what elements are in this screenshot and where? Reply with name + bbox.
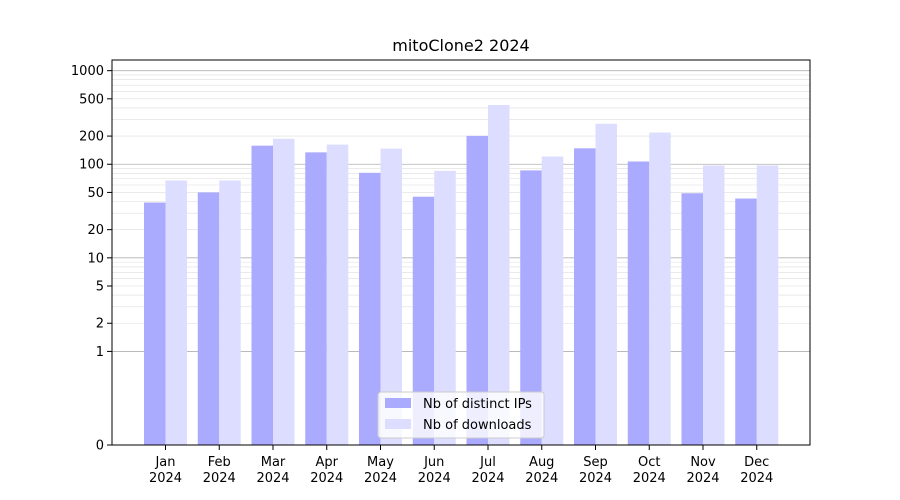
x-tick-label-month: Jul bbox=[479, 455, 496, 470]
x-tick-label-month: May bbox=[367, 455, 394, 470]
y-tick-label: 100 bbox=[79, 158, 104, 173]
x-tick-label-year: 2024 bbox=[686, 471, 719, 486]
x-tick-label-month: Nov bbox=[690, 455, 716, 470]
x-tick-label-month: Mar bbox=[261, 455, 286, 470]
y-tick-label: 1000 bbox=[71, 64, 104, 79]
x-tick-label-month: Apr bbox=[316, 455, 339, 470]
bar-distinct-ips bbox=[627, 161, 650, 445]
x-tick-label-year: 2024 bbox=[149, 471, 182, 486]
x-tick-label-year: 2024 bbox=[740, 471, 773, 486]
x-tick-label-year: 2024 bbox=[579, 471, 612, 486]
bar-downloads bbox=[488, 104, 510, 445]
bar-downloads bbox=[273, 138, 295, 445]
x-tick-label-month: Feb bbox=[208, 455, 231, 470]
bar-distinct-ips bbox=[197, 192, 220, 445]
bar-downloads bbox=[434, 170, 456, 446]
x-tick-label-year: 2024 bbox=[203, 471, 236, 486]
legend: Nb of distinct IPs Nb of downloads bbox=[377, 391, 545, 439]
bars bbox=[144, 104, 779, 446]
y-tick-label: 200 bbox=[79, 130, 104, 145]
x-axis: Jan2024Feb2024Mar2024Apr2024May2024Jun20… bbox=[149, 445, 773, 486]
x-tick-label-year: 2024 bbox=[525, 471, 558, 486]
x-tick-label-year: 2024 bbox=[418, 471, 451, 486]
bar-downloads bbox=[219, 180, 241, 446]
legend-swatch-downloads bbox=[385, 419, 411, 429]
bar-distinct-ips bbox=[144, 202, 166, 445]
x-tick-label-month: Jan bbox=[154, 455, 175, 470]
chart-title: mitoClone2 2024 bbox=[392, 36, 529, 55]
x-tick-label-month: Oct bbox=[638, 455, 660, 470]
y-tick-label: 50 bbox=[87, 186, 104, 201]
y-tick-label: 500 bbox=[79, 92, 104, 107]
x-tick-label-year: 2024 bbox=[364, 471, 397, 486]
bar-downloads bbox=[703, 165, 725, 446]
plot-frame bbox=[111, 59, 811, 446]
x-tick-label-month: Jun bbox=[423, 455, 444, 470]
y-tick-label: 2 bbox=[96, 317, 104, 332]
bar-distinct-ips bbox=[412, 196, 435, 445]
bar-downloads bbox=[595, 123, 617, 445]
y-tick-label: 1 bbox=[96, 345, 104, 360]
bar-distinct-ips bbox=[359, 172, 381, 445]
x-tick-label-year: 2024 bbox=[310, 471, 343, 486]
y-tick-label: 20 bbox=[87, 223, 104, 238]
bar-distinct-ips bbox=[574, 148, 596, 446]
x-tick-label-month: Sep bbox=[583, 455, 608, 470]
legend-box bbox=[377, 391, 545, 439]
legend-label-downloads: Nb of downloads bbox=[423, 418, 532, 433]
bar-distinct-ips bbox=[681, 193, 703, 445]
bar-distinct-ips bbox=[251, 145, 273, 445]
bar-distinct-ips bbox=[735, 198, 757, 445]
x-tick-label-year: 2024 bbox=[256, 471, 289, 486]
bar-downloads bbox=[649, 132, 671, 445]
bar-downloads bbox=[326, 144, 349, 445]
bar-distinct-ips bbox=[520, 170, 542, 445]
bar-downloads bbox=[380, 148, 402, 445]
x-tick-label-year: 2024 bbox=[471, 471, 504, 486]
x-tick-label-year: 2024 bbox=[633, 471, 666, 486]
bar-downloads bbox=[756, 165, 779, 446]
bar-distinct-ips bbox=[305, 152, 327, 445]
y-tick-label: 5 bbox=[96, 280, 104, 295]
bar-downloads bbox=[165, 180, 187, 446]
legend-label-distinct-ips: Nb of distinct IPs bbox=[423, 397, 532, 412]
bar-distinct-ips bbox=[466, 135, 488, 446]
y-axis: 0 1 2 5 10 20 50 100 200 500 1000 bbox=[71, 64, 112, 454]
legend-swatch-distinct-ips bbox=[385, 398, 411, 408]
y-tick-label: 10 bbox=[87, 251, 104, 266]
y-tick-label: 0 bbox=[96, 439, 104, 454]
x-tick-label-month: Dec bbox=[744, 455, 769, 470]
bar-downloads bbox=[541, 156, 564, 446]
x-tick-label-month: Aug bbox=[529, 455, 554, 470]
